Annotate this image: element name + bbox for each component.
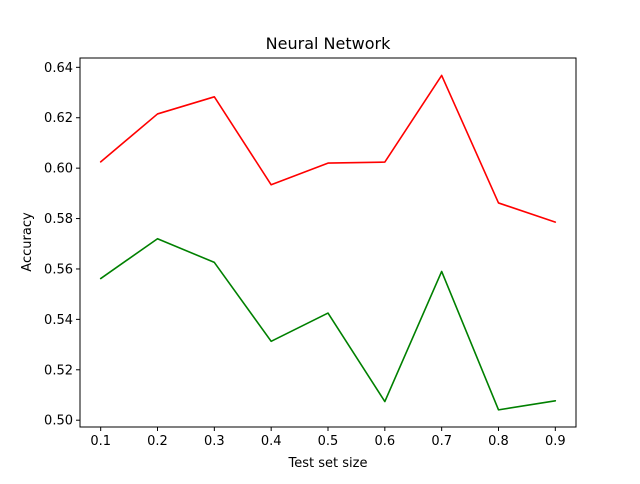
y-tick-label: 0.64 bbox=[44, 61, 73, 76]
x-tick-label: 0.6 bbox=[374, 434, 395, 449]
x-tick-label: 0.1 bbox=[90, 434, 111, 449]
y-axis-label: Accuracy bbox=[20, 212, 35, 272]
series-line-1 bbox=[99, 74, 557, 223]
series-layer bbox=[99, 74, 557, 411]
x-axis-ticks: 0.1 0.2 0.3 0.4 0.5 0.6 0.7 0.8 0.9 bbox=[90, 427, 566, 449]
y-tick-label: 0.62 bbox=[44, 111, 73, 126]
x-tick-label: 0.7 bbox=[431, 434, 452, 449]
x-tick-label: 0.9 bbox=[545, 434, 566, 449]
x-tick-label: 0.5 bbox=[318, 434, 339, 449]
x-tick-label: 0.8 bbox=[488, 434, 509, 449]
y-tick-label: 0.50 bbox=[44, 414, 73, 429]
y-tick-label: 0.56 bbox=[44, 262, 73, 277]
series-line-2 bbox=[99, 237, 557, 411]
y-axis-ticks: 0.50 0.52 0.54 0.56 0.58 0.60 0.62 0.64 bbox=[44, 61, 80, 429]
plot-frame bbox=[79, 57, 577, 428]
x-tick-label: 0.3 bbox=[204, 434, 225, 449]
x-axis-label: Test set size bbox=[288, 456, 368, 471]
y-tick-label: 0.60 bbox=[44, 162, 73, 177]
x-tick-label: 0.4 bbox=[261, 434, 282, 449]
y-tick-label: 0.58 bbox=[44, 212, 73, 227]
y-tick-label: 0.54 bbox=[44, 313, 73, 328]
chart-title: Neural Network bbox=[266, 34, 391, 53]
x-tick-label: 0.2 bbox=[147, 434, 168, 449]
y-tick-label: 0.52 bbox=[44, 363, 73, 378]
